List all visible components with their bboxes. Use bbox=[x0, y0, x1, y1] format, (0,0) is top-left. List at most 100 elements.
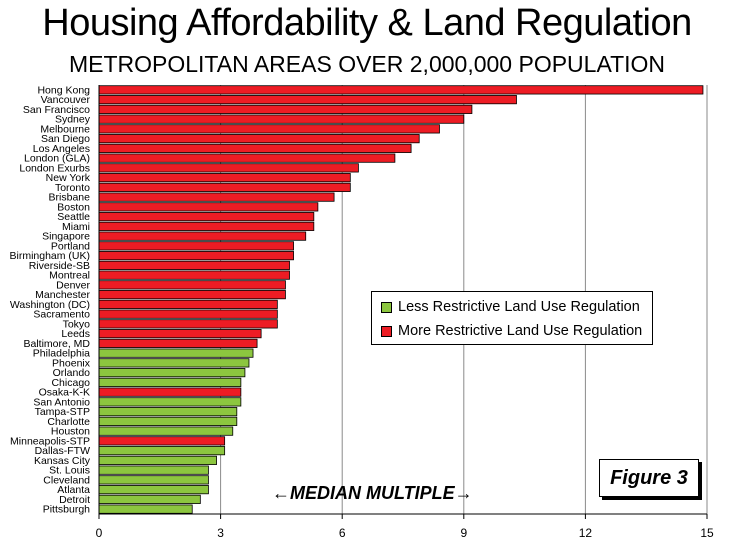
category-label: Montreal bbox=[49, 270, 90, 282]
category-label: Vancouver bbox=[41, 94, 91, 106]
category-label: Leeds bbox=[61, 328, 90, 340]
x-tick-label: 6 bbox=[339, 526, 346, 540]
bar bbox=[98, 270, 290, 280]
category-label: Kansas City bbox=[34, 455, 91, 467]
bar bbox=[98, 134, 420, 144]
bar bbox=[98, 85, 704, 95]
bar bbox=[98, 319, 278, 329]
chart-subtitle: METROPOLITAN AREAS OVER 2,000,000 POPULA… bbox=[68, 51, 666, 77]
bar bbox=[98, 231, 307, 241]
category-label: Miami bbox=[62, 221, 90, 233]
bar bbox=[98, 143, 412, 153]
bar bbox=[98, 397, 242, 407]
legend-item-less-restrictive: Less Restrictive Land Use Regulation bbox=[381, 299, 640, 315]
category-label: Sacramento bbox=[33, 309, 90, 321]
bar bbox=[98, 377, 242, 387]
axis-annotation: ←MEDIAN MULTIPLE→ bbox=[272, 483, 473, 504]
bar bbox=[98, 202, 319, 212]
bar bbox=[98, 212, 315, 222]
category-label: Baltimore, MD bbox=[23, 338, 90, 350]
category-label: Portland bbox=[51, 240, 90, 252]
legend: Less Restrictive Land Use Regulation Mor… bbox=[371, 291, 653, 345]
category-label: Tokyo bbox=[63, 318, 91, 330]
bar bbox=[98, 329, 262, 339]
x-tick-label: 12 bbox=[579, 526, 593, 540]
bar bbox=[98, 348, 254, 358]
bar bbox=[98, 182, 351, 192]
legend-swatch-green bbox=[381, 301, 392, 313]
category-label: New York bbox=[46, 172, 91, 184]
chart-title: Housing Affordability & Land Regulation bbox=[42, 2, 692, 44]
category-label: Boston bbox=[57, 201, 90, 213]
category-label: Sydney bbox=[55, 114, 91, 126]
legend-label: Less Restrictive Land Use Regulation bbox=[398, 299, 640, 315]
bar bbox=[98, 260, 290, 270]
bar bbox=[98, 446, 226, 456]
bar bbox=[98, 309, 278, 319]
category-label: Dallas-FTW bbox=[35, 445, 91, 457]
bar bbox=[98, 114, 465, 124]
category-label: London (GLA) bbox=[24, 153, 90, 165]
figure-label: Figure 3 bbox=[599, 459, 699, 497]
category-label: Birmingham (UK) bbox=[9, 250, 90, 262]
right-arrow-icon: → bbox=[454, 483, 473, 503]
category-label: Manchester bbox=[35, 289, 90, 301]
category-label: Chicago bbox=[51, 377, 90, 389]
category-label: Denver bbox=[56, 279, 90, 291]
bar bbox=[98, 241, 294, 251]
bar bbox=[98, 494, 201, 504]
bar bbox=[98, 290, 286, 300]
category-label: San Diego bbox=[41, 133, 90, 145]
bar bbox=[98, 251, 294, 261]
bar bbox=[98, 504, 193, 514]
legend-item-more-restrictive: More Restrictive Land Use Regulation bbox=[381, 323, 642, 339]
bar bbox=[98, 221, 315, 231]
category-label: Brisbane bbox=[49, 192, 91, 204]
bar bbox=[98, 95, 517, 105]
category-label: Charlotte bbox=[47, 416, 90, 428]
x-tick-label: 3 bbox=[217, 526, 224, 540]
x-tick-label: 0 bbox=[96, 526, 103, 540]
category-label: Toronto bbox=[55, 182, 90, 194]
bar bbox=[98, 358, 250, 368]
category-label: Osaka-K-K bbox=[39, 387, 90, 399]
bar bbox=[98, 455, 217, 465]
bar bbox=[98, 387, 242, 397]
category-label: Hong Kong bbox=[37, 84, 90, 96]
category-label: Cleveland bbox=[43, 474, 90, 486]
bar bbox=[98, 426, 234, 436]
category-label: San Francisco bbox=[23, 104, 90, 116]
category-label: Seattle bbox=[57, 211, 90, 223]
category-label: Pittsburgh bbox=[43, 504, 90, 516]
bar bbox=[98, 153, 396, 163]
bar bbox=[98, 163, 359, 173]
bar bbox=[98, 280, 286, 290]
bar bbox=[98, 407, 238, 417]
category-label: Melbourne bbox=[40, 123, 90, 135]
category-label: London Exurbs bbox=[19, 162, 90, 174]
bar bbox=[98, 338, 258, 348]
bar bbox=[98, 192, 335, 202]
bar bbox=[98, 465, 209, 475]
category-label: St. Louis bbox=[49, 465, 90, 477]
bar bbox=[98, 475, 209, 485]
legend-swatch-red bbox=[381, 325, 392, 337]
bar bbox=[98, 104, 473, 114]
bar bbox=[98, 416, 238, 426]
category-label: Riverside-SB bbox=[29, 260, 90, 272]
category-label: Philadelphia bbox=[33, 348, 90, 360]
category-label: Minneapolis-STP bbox=[10, 435, 90, 447]
category-label: Atlanta bbox=[57, 484, 90, 496]
category-label: Los Angeles bbox=[33, 143, 90, 155]
bar bbox=[98, 124, 440, 134]
bar bbox=[98, 368, 246, 378]
bar bbox=[98, 436, 226, 446]
bar bbox=[98, 485, 209, 495]
x-tick-label: 15 bbox=[700, 526, 714, 540]
category-label: San Antonio bbox=[33, 396, 90, 408]
x-tick-label: 9 bbox=[460, 526, 467, 540]
category-label: Phoenix bbox=[52, 357, 91, 369]
legend-label: More Restrictive Land Use Regulation bbox=[398, 323, 643, 339]
axis-annotation-text: MEDIAN MULTIPLE bbox=[290, 483, 455, 503]
category-label: Orlando bbox=[53, 367, 91, 379]
